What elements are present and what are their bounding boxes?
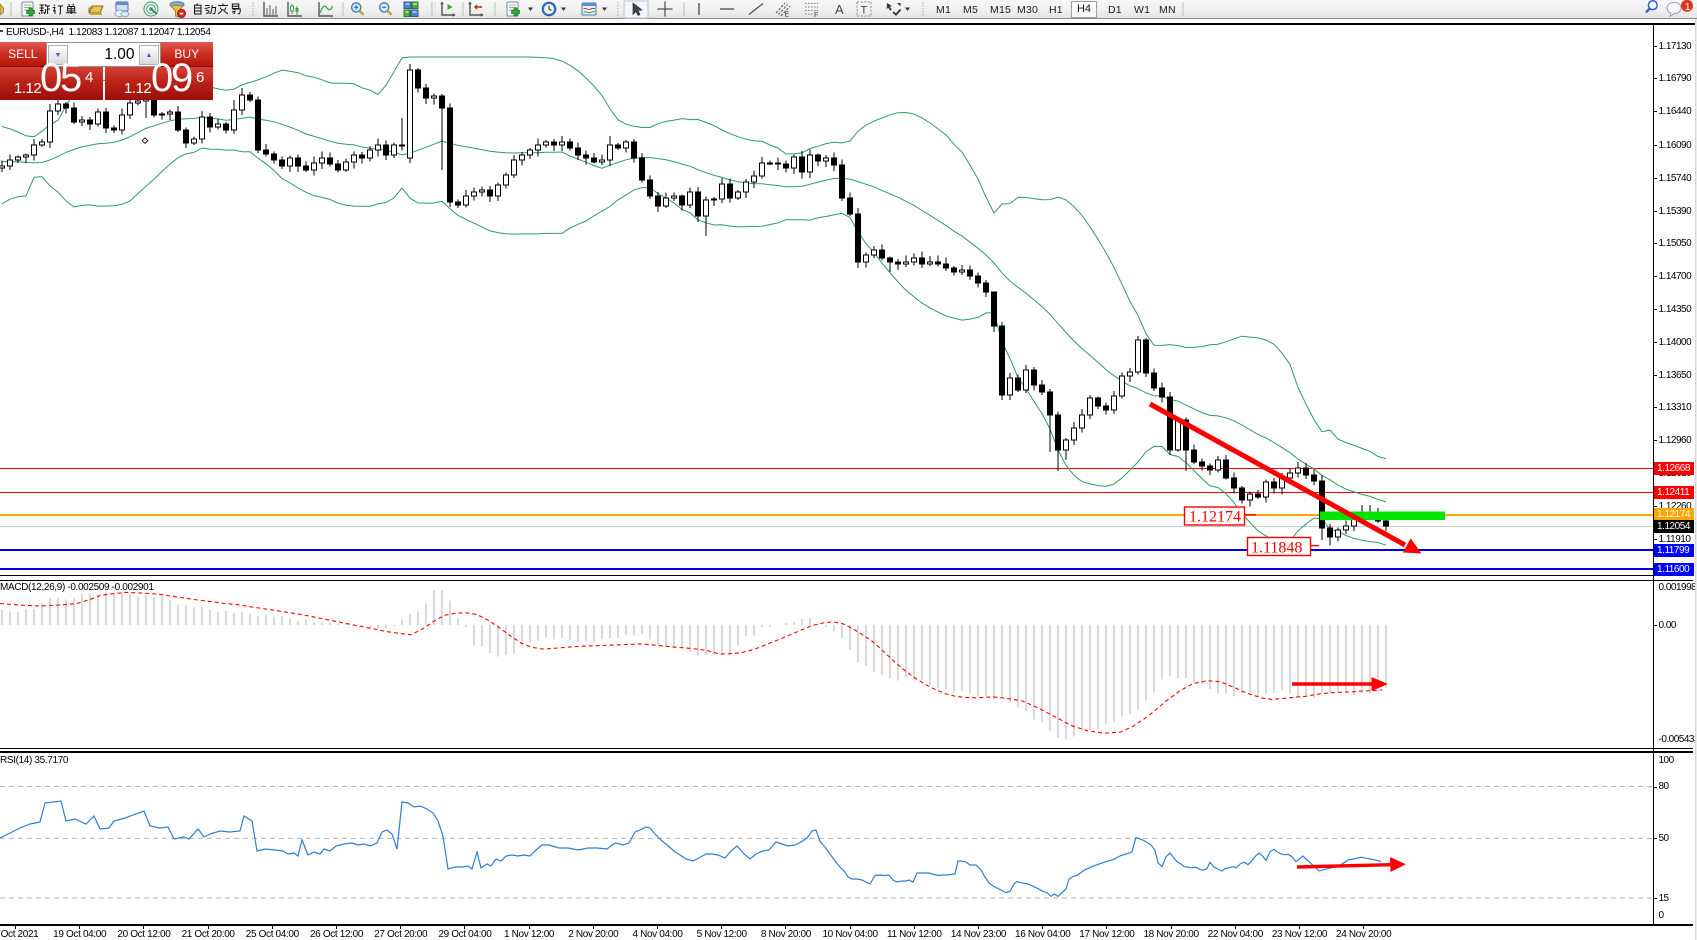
svg-text:1: 1 (1685, 1, 1691, 13)
svg-text:F: F (814, 12, 818, 19)
svg-text:1.12174: 1.12174 (1189, 509, 1241, 526)
svg-text:1.11848: 1.11848 (1251, 540, 1302, 557)
svg-text:T: T (861, 5, 868, 17)
svg-text:E: E (785, 12, 790, 19)
svg-text:A: A (835, 2, 844, 17)
